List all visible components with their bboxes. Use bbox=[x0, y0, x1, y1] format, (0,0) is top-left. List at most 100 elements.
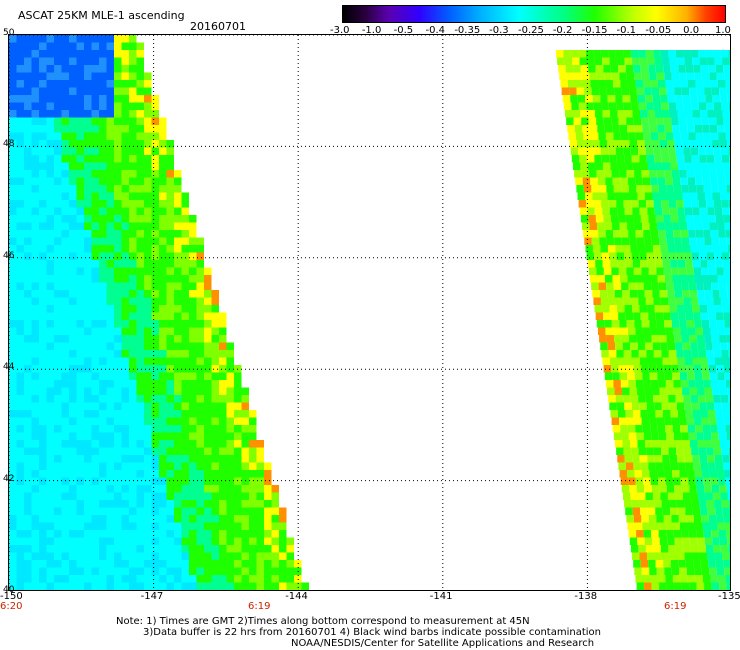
west-swath-cell bbox=[69, 170, 77, 178]
west-swath-cell bbox=[84, 410, 92, 418]
east-swath-cell bbox=[724, 170, 730, 178]
west-swath-cell bbox=[211, 402, 219, 410]
west-swath-cell bbox=[106, 560, 114, 568]
east-swath-cell bbox=[625, 65, 634, 73]
east-swath-cell bbox=[727, 192, 730, 200]
east-swath-cell bbox=[665, 477, 674, 485]
west-swath-cell bbox=[99, 125, 107, 133]
west-swath-cell bbox=[31, 515, 39, 523]
west-swath-cell bbox=[39, 125, 47, 133]
east-swath-cell bbox=[643, 530, 652, 538]
west-swath-cell bbox=[129, 140, 137, 148]
east-swath-cell bbox=[715, 260, 723, 268]
west-swath-cell bbox=[54, 230, 62, 238]
west-swath-cell bbox=[84, 185, 92, 193]
west-swath-cell bbox=[181, 575, 189, 583]
east-swath-cell bbox=[678, 65, 686, 73]
east-swath-cell bbox=[618, 215, 626, 223]
west-swath-cell bbox=[24, 282, 32, 290]
west-swath-cell bbox=[174, 432, 182, 440]
west-swath-cell bbox=[121, 552, 129, 560]
west-swath-cell bbox=[46, 230, 54, 238]
west-swath-cell bbox=[39, 50, 47, 58]
west-swath-cell bbox=[144, 485, 152, 493]
west-swath-cell bbox=[39, 230, 47, 238]
west-swath-cell bbox=[234, 492, 242, 500]
west-swath-cell bbox=[91, 177, 99, 185]
west-swath-cell bbox=[69, 132, 77, 140]
west-swath-cell bbox=[39, 537, 47, 545]
east-swath-cell bbox=[660, 590, 668, 591]
west-swath-cell bbox=[166, 432, 174, 440]
west-swath-cell bbox=[121, 72, 129, 80]
west-swath-cell bbox=[166, 402, 174, 410]
west-swath-cell bbox=[151, 222, 159, 230]
west-swath-cell bbox=[249, 515, 257, 523]
west-swath-cell bbox=[174, 200, 182, 208]
east-swath-cell bbox=[725, 230, 730, 238]
west-swath-cell bbox=[121, 462, 129, 470]
west-swath-cell bbox=[69, 297, 77, 305]
east-swath-cell bbox=[633, 312, 641, 320]
west-swath-cell bbox=[106, 215, 114, 223]
east-swath-cell bbox=[633, 215, 641, 223]
west-swath-cell bbox=[39, 590, 47, 591]
east-swath-cell bbox=[686, 417, 695, 425]
east-swath-cell bbox=[617, 410, 626, 418]
legend-tick-label: -0.15 bbox=[581, 25, 608, 36]
west-swath-cell bbox=[39, 440, 47, 448]
east-swath-cell bbox=[632, 552, 640, 560]
east-swath-cell bbox=[664, 320, 672, 328]
east-swath-cell bbox=[717, 177, 726, 185]
west-swath-cell bbox=[241, 582, 249, 590]
west-swath-cell bbox=[84, 42, 92, 50]
west-swath-cell bbox=[61, 170, 69, 178]
west-swath-cell bbox=[84, 320, 92, 328]
west-swath-cell bbox=[144, 275, 152, 283]
west-swath-cell bbox=[84, 582, 92, 590]
east-swath-cell bbox=[654, 455, 663, 463]
west-swath-cell bbox=[61, 320, 69, 328]
east-swath-cell bbox=[612, 80, 621, 88]
east-swath-cell bbox=[650, 177, 658, 185]
west-swath-cell bbox=[76, 192, 84, 200]
west-swath-cell bbox=[129, 372, 137, 380]
west-swath-cell bbox=[189, 327, 197, 335]
east-swath-cell bbox=[679, 372, 688, 380]
west-swath-cell bbox=[91, 402, 99, 410]
west-swath-cell bbox=[39, 387, 47, 395]
west-swath-cell bbox=[271, 537, 279, 545]
west-swath-cell bbox=[264, 552, 272, 560]
west-swath-cell bbox=[121, 245, 129, 253]
west-swath-cell bbox=[84, 222, 92, 230]
west-swath-cell bbox=[226, 365, 234, 373]
west-swath-cell bbox=[189, 297, 197, 305]
east-swath-cell bbox=[711, 485, 720, 493]
west-swath-cell bbox=[114, 500, 122, 508]
east-swath-cell bbox=[647, 110, 656, 118]
west-swath-cell bbox=[129, 125, 137, 133]
east-swath-cell bbox=[588, 117, 597, 125]
west-swath-cell bbox=[144, 245, 152, 253]
west-swath-cell bbox=[61, 560, 69, 568]
latitude-label: 44 bbox=[3, 362, 15, 373]
east-swath-cell bbox=[706, 447, 714, 455]
east-swath-cell bbox=[693, 462, 701, 470]
west-swath-cell bbox=[219, 590, 227, 591]
west-swath-cell bbox=[76, 125, 84, 133]
east-swath-cell bbox=[636, 185, 644, 193]
east-swath-cell bbox=[681, 237, 690, 245]
west-swath-cell bbox=[91, 312, 99, 320]
west-swath-cell bbox=[151, 545, 159, 553]
west-swath-cell bbox=[76, 50, 84, 58]
west-swath-cell bbox=[136, 170, 144, 178]
west-swath-cell bbox=[196, 312, 204, 320]
east-swath-cell bbox=[665, 230, 674, 238]
east-swath-cell bbox=[709, 222, 718, 230]
west-swath-cell bbox=[9, 237, 17, 245]
west-swath-cell bbox=[159, 117, 167, 125]
east-swath-cell bbox=[663, 515, 672, 523]
west-swath-cell bbox=[31, 102, 39, 110]
east-swath-cell bbox=[700, 260, 708, 268]
east-swath-cell bbox=[685, 560, 694, 568]
